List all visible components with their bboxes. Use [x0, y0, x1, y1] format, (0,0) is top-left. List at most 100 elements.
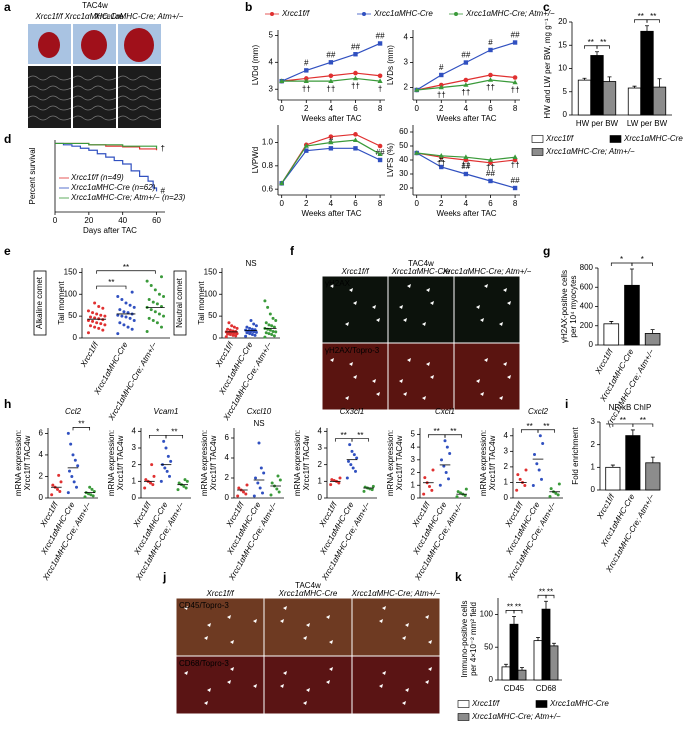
data-point	[533, 452, 536, 456]
data-point	[447, 477, 450, 481]
end-label: #	[161, 187, 166, 196]
data-point	[150, 463, 154, 467]
data-point	[103, 314, 107, 318]
data-point	[445, 445, 449, 449]
arrowhead	[399, 379, 403, 383]
data-point	[338, 476, 342, 480]
echo-trace	[117, 115, 162, 121]
data-point	[557, 482, 561, 486]
data-point	[535, 462, 539, 466]
legend-label: Xrcc1f/f	[281, 9, 310, 18]
data-point	[274, 319, 278, 322]
data-point	[275, 487, 279, 491]
bar	[590, 55, 604, 116]
data-point	[234, 329, 238, 333]
y-tick-label: 100	[204, 289, 218, 298]
data-point	[271, 329, 275, 333]
data-point	[177, 481, 181, 485]
data-point	[349, 463, 353, 467]
significance-label: **	[640, 416, 646, 425]
echo-trace	[27, 105, 72, 111]
arrowhead	[345, 396, 349, 400]
arrowhead	[405, 688, 409, 692]
point-label: ††	[461, 160, 470, 169]
data-point	[91, 494, 95, 498]
y-axis-label: Percent survival	[28, 147, 37, 204]
x-tick-label: 20	[84, 216, 93, 225]
arrowhead	[426, 362, 430, 366]
data-point	[145, 279, 149, 283]
error-bar	[657, 78, 662, 88]
arrowhead	[382, 606, 386, 610]
data-point	[548, 494, 552, 498]
data-point	[271, 316, 275, 320]
significance-bracket	[537, 429, 556, 433]
x-tick-label: 0	[414, 199, 419, 208]
y-tick-label: 0	[489, 675, 494, 684]
bar	[645, 462, 661, 491]
x-tick-label: Xrcc1f/f	[593, 347, 615, 377]
data-point	[252, 494, 256, 498]
x-tick-label: Xrcc1f/f	[78, 340, 100, 370]
data-point	[151, 300, 155, 304]
data-point	[443, 439, 447, 443]
data-point	[66, 491, 70, 495]
arrowhead	[407, 358, 411, 362]
error-bar	[595, 51, 599, 56]
y-tick-label: 3	[404, 58, 409, 67]
data-point	[531, 484, 535, 488]
significance-label: **	[78, 419, 84, 428]
x-tick-label: 6	[488, 199, 493, 208]
data-point	[128, 316, 132, 320]
data-point	[371, 484, 375, 488]
row-label: γH2AX/Topro-3	[325, 346, 380, 355]
arrowhead	[425, 680, 429, 684]
y-tick-label: 1	[411, 480, 416, 489]
data-point	[523, 484, 527, 488]
y-tick-label: 2	[591, 440, 596, 449]
data-point	[264, 331, 268, 335]
data-point	[70, 474, 74, 478]
bar	[501, 666, 511, 681]
y-axis-label: LVDs (mm)	[386, 45, 395, 85]
y-tick-label: 6	[39, 428, 44, 437]
data-point	[149, 308, 153, 312]
data-point	[176, 488, 180, 492]
data-point	[256, 481, 260, 485]
bar	[605, 466, 621, 491]
data-point	[89, 315, 93, 319]
micrograph	[322, 276, 388, 343]
data-point	[184, 486, 188, 490]
x-tick-label: 0	[279, 199, 284, 208]
data-point	[270, 324, 274, 328]
data-point	[124, 301, 128, 305]
y-tick-label: 3	[504, 446, 509, 455]
point-label: ††	[486, 83, 495, 92]
y-tick-label: 200	[580, 321, 594, 330]
arrowhead	[503, 362, 507, 366]
data-point	[97, 305, 101, 308]
data-point	[266, 305, 270, 309]
data-point	[518, 477, 522, 481]
data-point	[236, 494, 240, 498]
arrowhead	[402, 636, 406, 640]
data-point	[515, 488, 519, 492]
data-point	[99, 313, 103, 317]
data-point	[430, 488, 434, 492]
y-tick-label: 5	[411, 429, 416, 438]
data-point	[274, 330, 278, 334]
echo-trace	[117, 105, 162, 111]
arrowhead	[230, 640, 234, 644]
point-label: ##	[461, 162, 470, 171]
significance-label: **	[434, 427, 440, 436]
data-point	[132, 319, 136, 322]
data-point	[120, 314, 124, 318]
data-point	[259, 466, 263, 470]
data-point	[162, 439, 166, 443]
y-tick-label: 40	[399, 155, 408, 164]
y-axis-label: LVFS (%)	[386, 143, 395, 177]
data-point	[153, 310, 157, 314]
data-point	[69, 442, 73, 446]
image-title: TAC4w	[408, 259, 434, 268]
series-line	[281, 139, 381, 184]
